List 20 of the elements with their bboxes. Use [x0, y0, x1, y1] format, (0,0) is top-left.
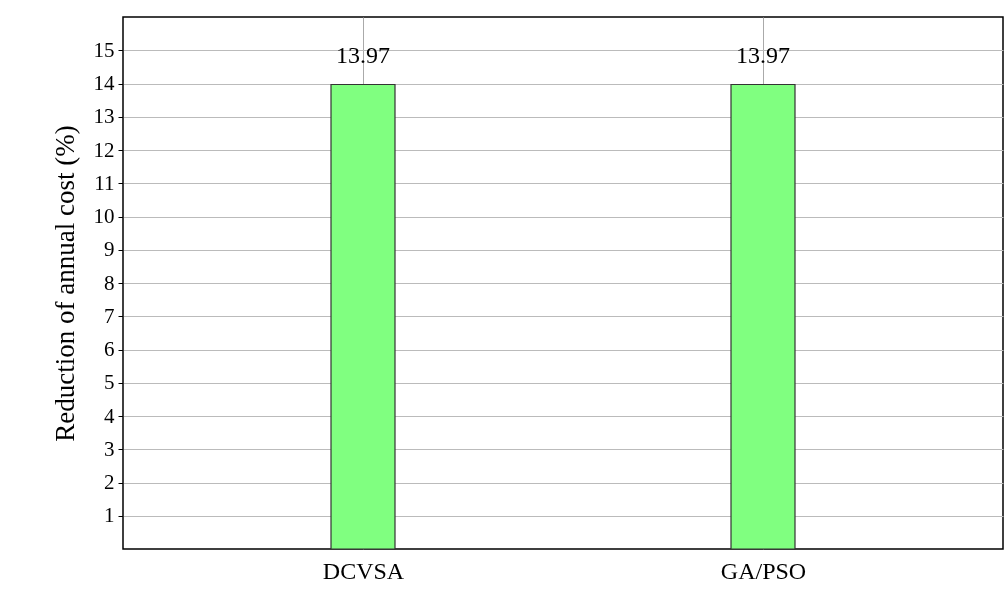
y-tick-label: 3	[104, 436, 115, 461]
y-tick-label: 2	[104, 470, 115, 494]
y-tick-label: 1	[104, 503, 115, 528]
y-axis-title: Reduction of annual cost (%)	[49, 125, 80, 442]
y-tick-label: 9	[104, 237, 115, 262]
y-tick-label: 12	[93, 137, 115, 162]
y-tick-label: 7	[104, 303, 115, 328]
y-tick-label: 8	[104, 270, 115, 295]
y-tick-label: 5	[104, 370, 115, 395]
y-tick-label: 6	[104, 337, 115, 361]
data-label: 13.97	[336, 42, 390, 69]
y-tick-label: 11	[94, 170, 115, 195]
y-tick-label: 4	[104, 403, 115, 428]
y-tick-label: 13	[93, 104, 115, 129]
x-tick-label: GA/PSO	[720, 557, 807, 584]
x-tick-label: DCVSA	[322, 557, 405, 584]
y-tick-label: 10	[93, 204, 115, 228]
y-tick-label: 14	[93, 71, 115, 95]
data-label: 13.97	[736, 42, 790, 69]
y-tick-label: 15	[93, 37, 115, 62]
